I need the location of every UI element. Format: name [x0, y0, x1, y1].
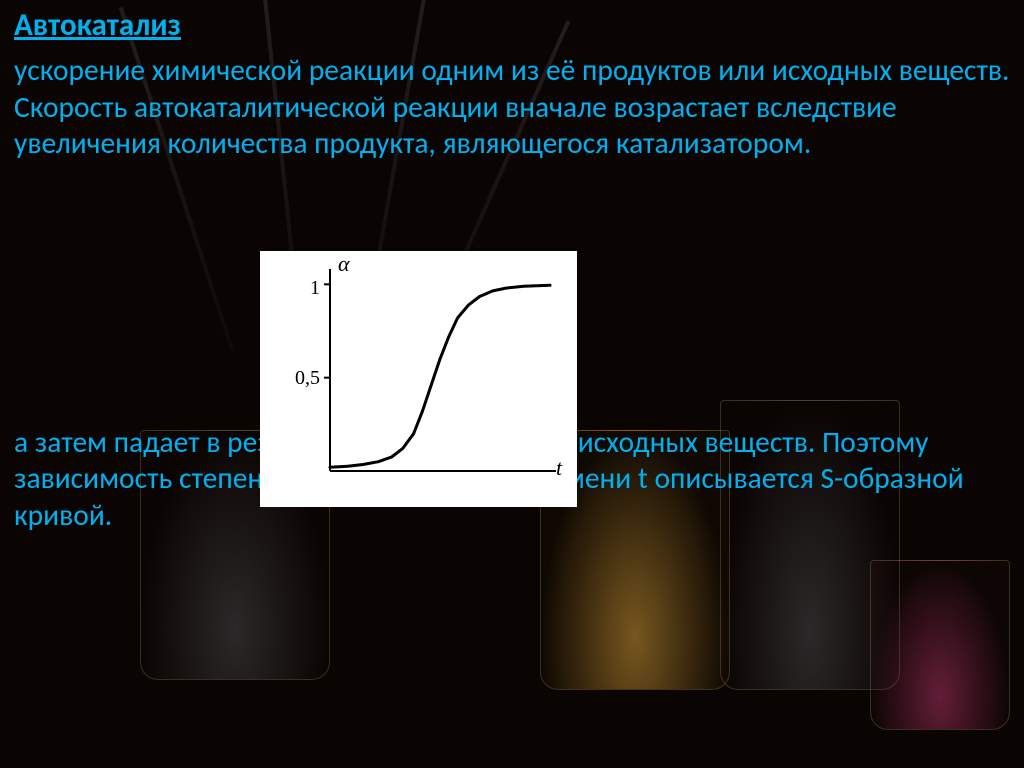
- paragraph-top: ускорение химической реакции одним из её…: [14, 52, 1010, 162]
- x-axis-label: t: [556, 455, 562, 481]
- y-tick-05: 0,5: [282, 367, 320, 390]
- y-axis-label: α: [338, 251, 350, 277]
- slide-title: Автокатализ: [14, 6, 1010, 44]
- sigmoid-chart: α t 1 0,5: [260, 251, 577, 507]
- bg-beaker: [870, 560, 1010, 730]
- y-tick-1: 1: [288, 277, 320, 300]
